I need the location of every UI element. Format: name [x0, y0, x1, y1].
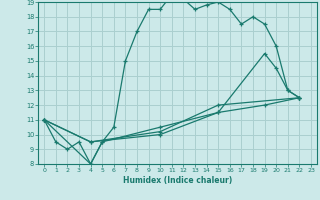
X-axis label: Humidex (Indice chaleur): Humidex (Indice chaleur) — [123, 176, 232, 185]
